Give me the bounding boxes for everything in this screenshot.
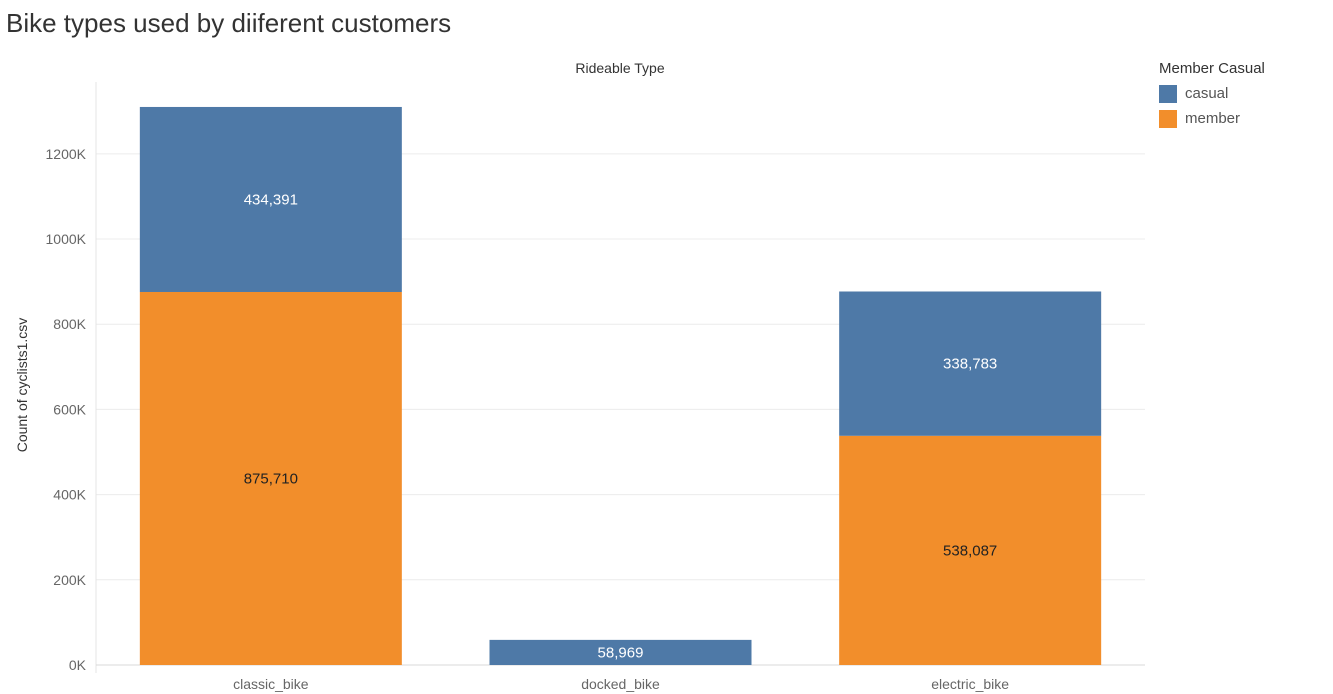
legend-swatch xyxy=(1159,84,1177,103)
x-tick-label: electric_bike xyxy=(931,676,1009,692)
data-label: 434,391 xyxy=(244,191,298,208)
bars xyxy=(139,106,1102,665)
legend-item-casual: casual xyxy=(1159,81,1265,106)
column-header: Rideable Type xyxy=(575,60,664,76)
y-tick-label: 1200K xyxy=(46,146,87,162)
y-tick-label: 800K xyxy=(53,316,86,332)
labels: 875,710 434,391 58,969 538,087 338,783 xyxy=(244,191,998,661)
y-tick-label: 400K xyxy=(53,487,86,503)
bar-casual xyxy=(839,291,1102,436)
legend-label: member xyxy=(1185,110,1241,127)
legend-item-member: member xyxy=(1159,106,1265,131)
data-label: 338,783 xyxy=(943,356,997,373)
y-tick-label: 200K xyxy=(53,572,86,588)
data-label: 58,969 xyxy=(598,644,644,661)
legend: Member Casual casual member xyxy=(1159,60,1265,131)
x-tick-label: classic_bike xyxy=(233,676,309,692)
legend-swatch xyxy=(1159,109,1177,128)
bar-casual xyxy=(139,106,402,292)
data-label: 538,087 xyxy=(943,542,997,559)
bar-member xyxy=(839,435,1102,665)
y-tick-label: 1000K xyxy=(46,231,87,247)
y-axis-title: Count of cyclists1.csv xyxy=(14,318,30,453)
legend-label: casual xyxy=(1185,85,1229,102)
data-label: 875,710 xyxy=(244,470,298,487)
bar-casual xyxy=(489,639,752,665)
legend-items: casual member xyxy=(1159,81,1265,131)
y-tick-label: 0K xyxy=(69,657,87,673)
chart-title: Bike types used by diiferent customers xyxy=(6,8,452,38)
x-tick-label: docked_bike xyxy=(581,676,660,692)
legend-title: Member Casual xyxy=(1159,60,1265,77)
y-tick-label: 600K xyxy=(53,401,86,417)
bar-member xyxy=(139,291,402,665)
